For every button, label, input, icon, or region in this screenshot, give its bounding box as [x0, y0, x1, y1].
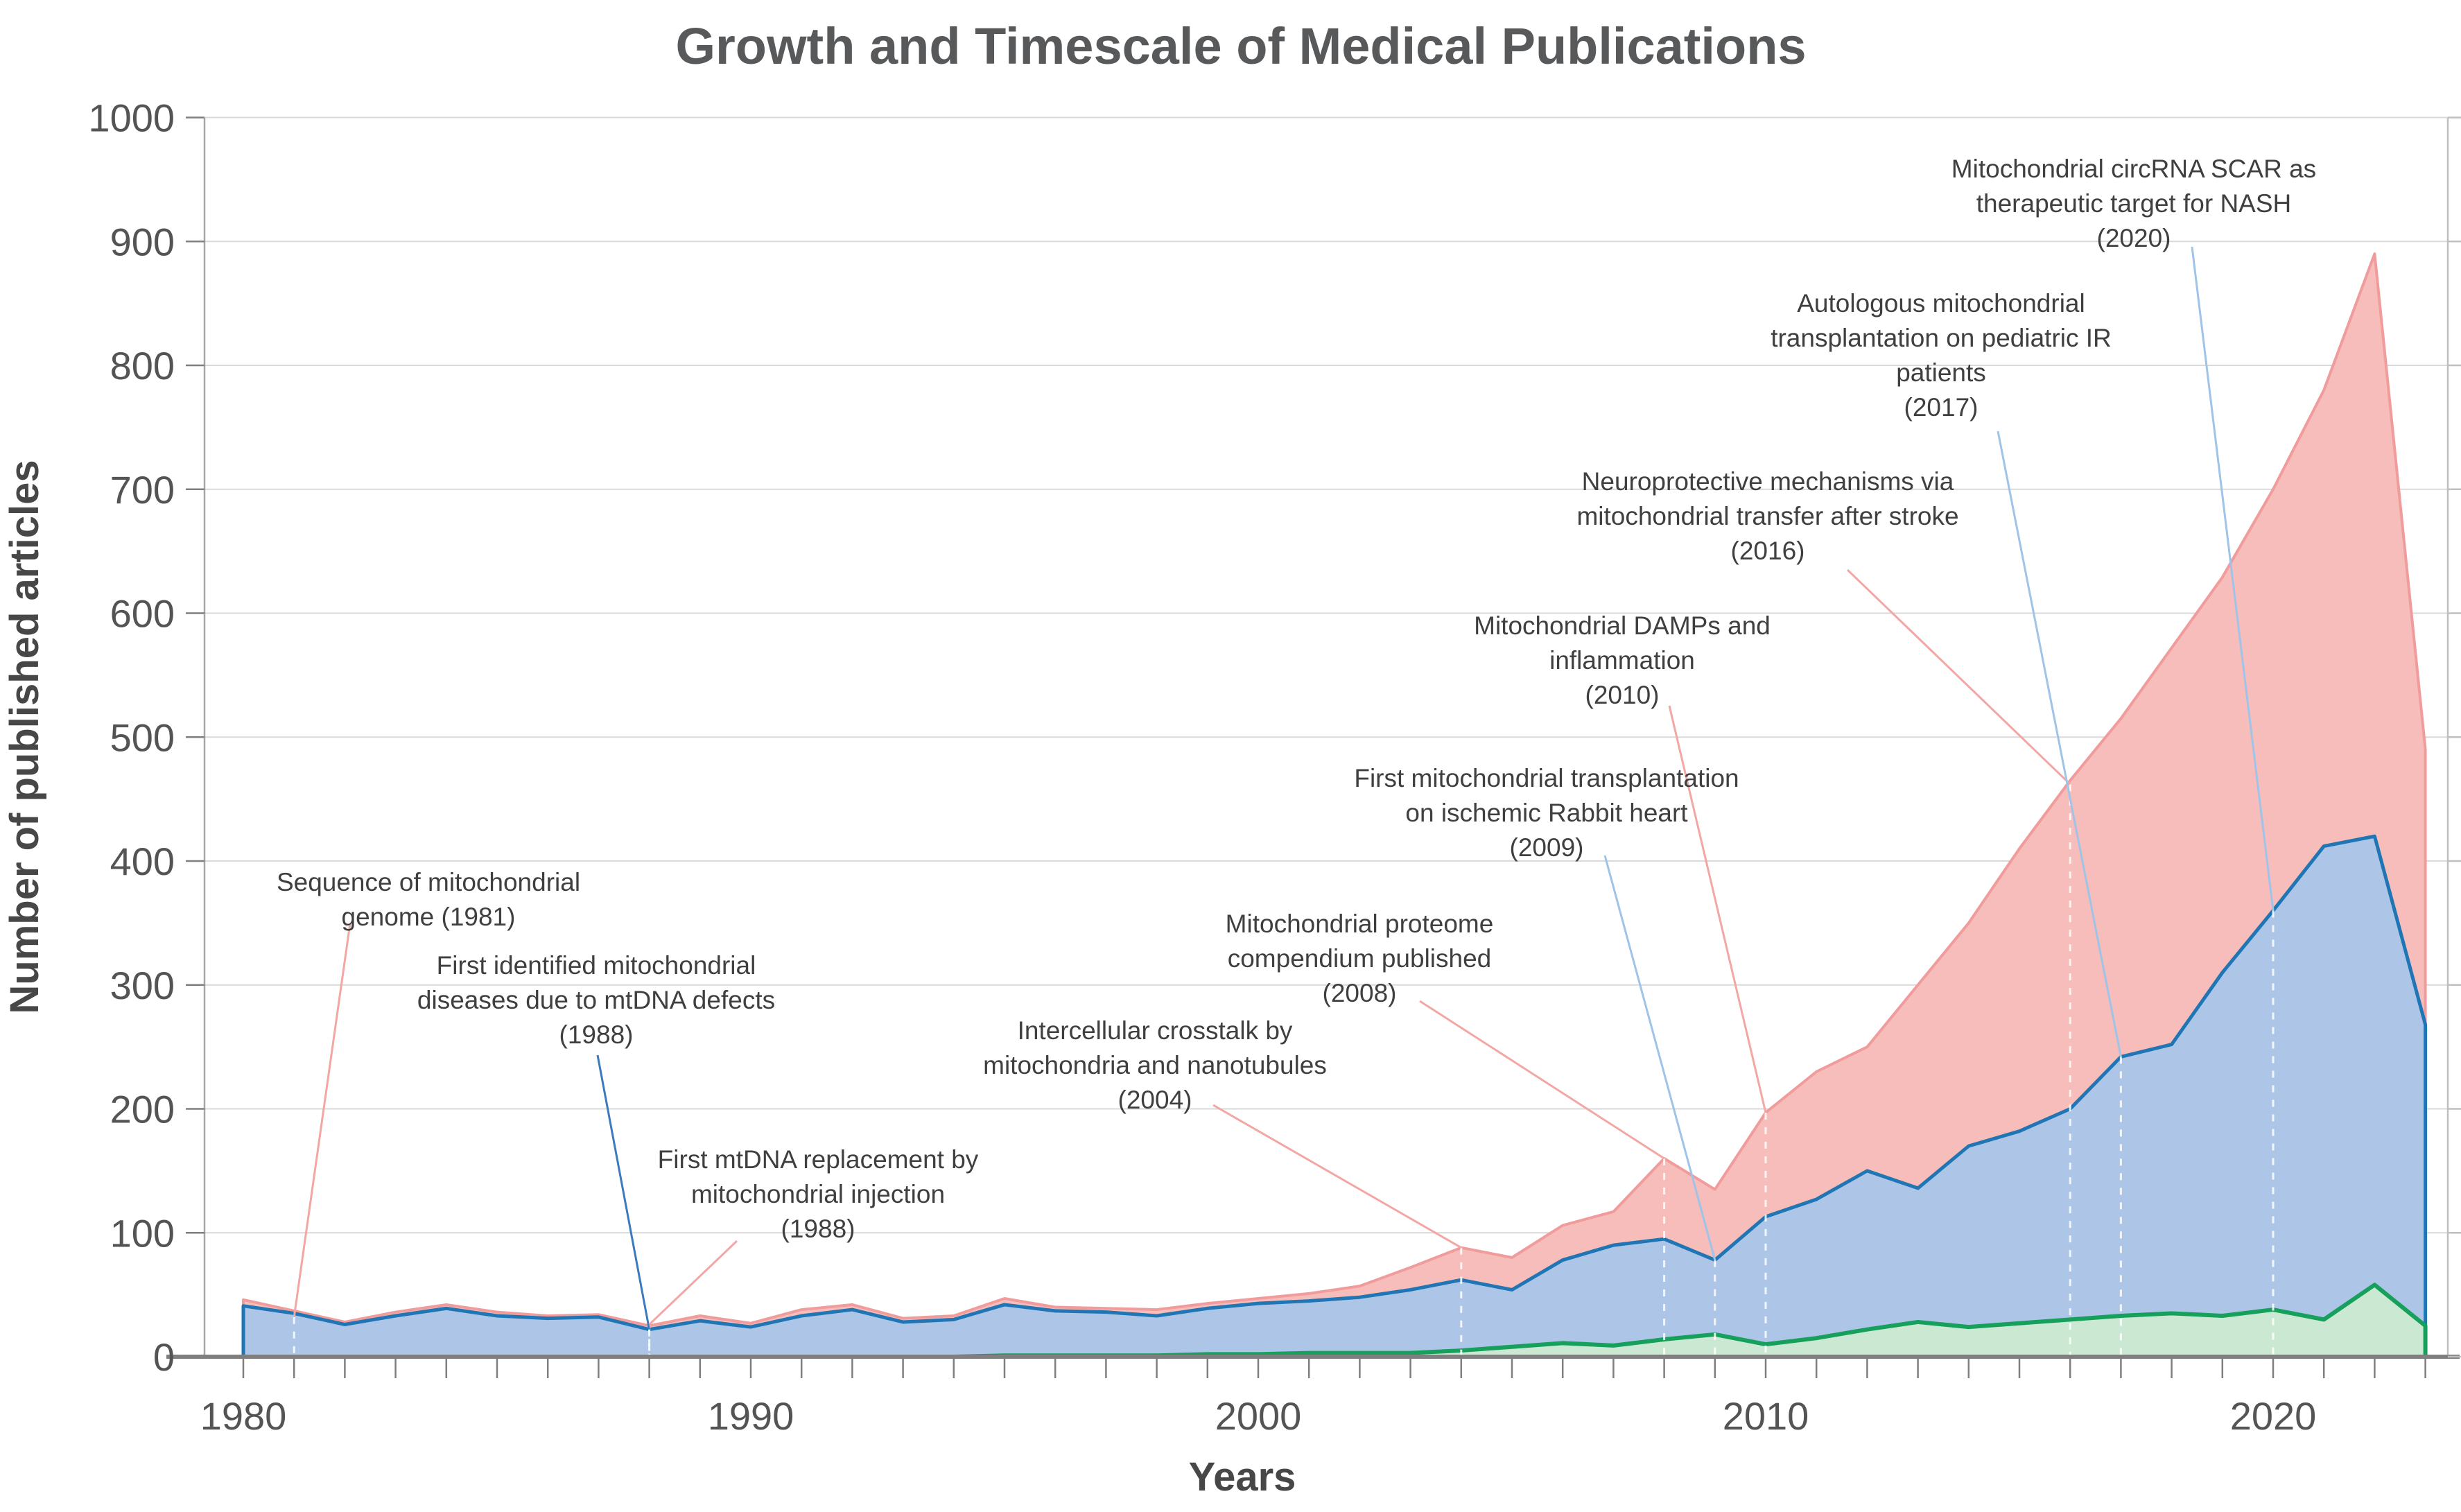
annotation-2020-line-3: (2020)	[2097, 224, 2171, 252]
y-tick-label-300: 300	[110, 964, 175, 1007]
annotation-1988-line-2: mitochondrial injection	[691, 1180, 945, 1208]
tick-labels: 0 100 200 300 400 500 600 700 800 900 1000 1980 1990…	[88, 96, 2316, 1439]
x-tick-label-1980: 1980	[200, 1394, 287, 1438]
annotation-2010-line-1: Mitochondrial DAMPs and	[1474, 611, 1771, 640]
annotation-2009-line-3: (2009)	[1510, 833, 1584, 862]
y-tick-label-100: 100	[110, 1211, 175, 1255]
y-tick-label-400: 400	[110, 840, 175, 883]
annotation-1988-line-3: (1988)	[559, 1020, 634, 1049]
leader-line-2017-blue	[1997, 431, 2122, 1057]
chart-title: Growth and Timescale of Medical Publicat…	[675, 17, 1806, 75]
y-axis-title: Number of published articles	[2, 460, 47, 1014]
y-tick-label-200: 200	[110, 1088, 175, 1131]
leader-line-2008-red	[1419, 1000, 1665, 1160]
annotation-2017-line-4: (2017)	[1904, 393, 1979, 422]
y-tick-label-800: 800	[110, 344, 175, 388]
annotation-2008-line-2: compendium published	[1228, 944, 1492, 973]
leader-line-1981-red	[293, 923, 351, 1318]
leader-line-2016-red	[1846, 568, 2071, 785]
y-tick-label-900: 900	[110, 220, 175, 263]
x-tick-label-1990: 1990	[708, 1394, 794, 1438]
annotation-2004-line-2: mitochondria and nanotubules	[983, 1051, 1327, 1079]
annotation-2017-line-1: Autologous mitochondrial	[1797, 289, 2085, 318]
annotations: Sequence of mitochondrial genome (1981) Fi…	[277, 155, 2316, 1243]
annotation-1988-line-2: diseases due to mtDNA defects	[417, 986, 775, 1014]
annotation-leader-lines	[293, 246, 2275, 1330]
annotation-2020-line-1: Mitochondrial circRNA SCAR as	[1951, 155, 2316, 183]
annotation-2010-line-2: inflammation	[1549, 646, 1695, 675]
x-tick-label-2000: 2000	[1215, 1394, 1302, 1438]
annotation-2020-line-2: therapeutic target for NASH	[1976, 189, 2292, 218]
series-areas	[241, 252, 2428, 1359]
annotation-2009-line-1: First mitochondrial transplantation	[1354, 764, 1739, 792]
annotation-2004-line-1: Intercellular crosstalk by	[1018, 1016, 1293, 1045]
y-tick-label-600: 600	[110, 592, 175, 636]
event-marker-dashes	[293, 784, 2275, 1357]
y-tick-label-1000: 1000	[88, 96, 175, 140]
annotation-2017-line-2: transplantation on pediatric IR	[1771, 324, 2112, 352]
annotation-2010-line-3: (2010)	[1585, 681, 1660, 709]
annotation-2017-line-3: patients	[1896, 358, 1986, 387]
blue-area-series	[241, 834, 2428, 1359]
annotation-2008-line-1: Mitochondrial proteome	[1226, 910, 1494, 938]
red-area-series	[242, 252, 2427, 1358]
x-axis-title: Years	[1189, 1454, 1296, 1500]
annotation-1988-line-3: (1988)	[781, 1215, 855, 1243]
axes	[166, 116, 2461, 1378]
annotation-1981-line-2: genome (1981)	[342, 903, 516, 931]
leader-line-2004-red	[1212, 1104, 1462, 1249]
annotation-2004-line-3: (2004)	[1118, 1086, 1192, 1114]
x-tick-label-2010: 2010	[1723, 1394, 1809, 1438]
annotation-2016-line-1: Neuroprotective mechanisms via	[1582, 467, 1954, 496]
leader-line-2010-red	[1668, 705, 1767, 1113]
annotation-1988-line-1: First mtDNA replacement by	[658, 1145, 979, 1174]
leader-line-1988-red	[648, 1240, 738, 1326]
x-tick-label-2020: 2020	[2230, 1394, 2317, 1438]
annotation-2009-line-2: on ischemic Rabbit heart	[1405, 799, 1688, 827]
leader-line-2020-blue	[2191, 246, 2275, 911]
leader-line-2009-blue	[1603, 855, 1716, 1260]
annotation-1988-line-1: First identified mitochondrial	[437, 951, 756, 980]
annotation-2008-line-3: (2008)	[1323, 979, 1397, 1007]
gridlines	[205, 116, 2448, 1234]
leader-line-1988-blue	[596, 1054, 651, 1330]
annotation-2016-line-3: (2016)	[1731, 537, 1805, 565]
y-tick-label-0: 0	[153, 1335, 175, 1379]
y-tick-label-500: 500	[110, 715, 175, 759]
annotation-2016-line-2: mitochondrial transfer after stroke	[1576, 502, 1958, 530]
annotation-1981-line-1: Sequence of mitochondrial	[277, 868, 580, 896]
y-tick-label-700: 700	[110, 468, 175, 512]
